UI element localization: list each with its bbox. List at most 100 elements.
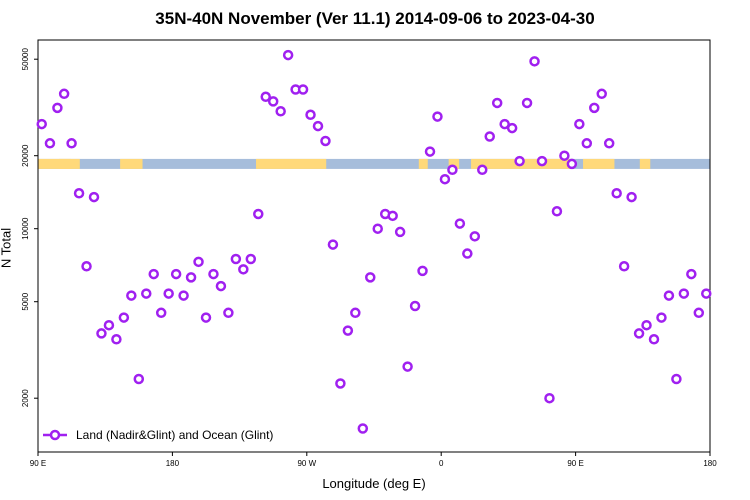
data-point [357,423,369,434]
plot-frame [37,39,711,453]
data-point [409,300,421,312]
y-tick-label: 20000 [21,144,30,167]
data-point [656,312,667,323]
y-tick-label: 2000 [21,389,30,407]
data-point [118,312,130,323]
data-point [148,268,159,280]
data-point [305,109,316,121]
data-point [267,96,279,107]
legend-marker-icon [43,429,67,441]
data-point [484,131,495,142]
data-point [603,138,615,149]
data-point [394,226,406,238]
data-point [521,97,533,109]
data-point [170,268,182,280]
data-point [566,158,578,170]
data-point [701,288,712,299]
chart-title: 35N-40N November (Ver 11.1) 2014-09-06 t… [155,9,595,28]
data-point [432,111,443,122]
data-point [536,155,548,167]
data-point [253,208,264,220]
data-point [81,261,92,272]
land-segment [583,158,615,169]
data-point [477,164,488,176]
data-point [559,150,570,161]
x-tick-label: 90 E [30,459,46,468]
data-point [73,188,85,199]
data-point [320,135,331,147]
data-point [185,272,197,283]
data-point [66,138,77,149]
data-point [155,307,167,319]
data-point [589,102,600,114]
data-point [103,319,115,331]
data-point [648,334,660,345]
data-point [514,155,525,167]
data-point [641,319,652,331]
y-tick-label: 5000 [21,292,30,310]
data-point [574,118,585,130]
data-point [491,97,503,109]
data-point [544,392,555,404]
data-point [342,325,354,336]
data-point [402,361,413,372]
data-point [208,268,219,280]
data-point [626,191,637,203]
data-point [178,290,189,301]
legend: Land (Nadir&Glint) and Ocean (Glint) [42,428,273,442]
data-point [163,288,174,299]
y-tick-label: 50000 [21,48,30,71]
data-point [424,146,436,157]
data-point [671,373,682,385]
data-point [551,206,563,217]
data-point [618,261,630,272]
y-tick-label: 10000 [21,217,30,240]
data-point [36,118,47,130]
data-point [506,122,518,134]
data-point [387,210,398,222]
data-point [111,334,122,345]
x-tick-label: 90 E [567,459,583,468]
data-point [469,231,481,242]
data-point [96,328,107,339]
y-axis-ticks: 2000 5000 10000 20000 50000 [21,48,38,407]
x-tick-label: 90 W [297,459,316,468]
data-point [663,290,675,301]
data-point [200,312,212,323]
x-tick-label: 180 [166,459,180,468]
land-segment [639,158,651,169]
data-point [133,373,145,385]
data-point [686,268,697,280]
data-point [245,253,257,265]
data-point [596,88,607,100]
data-point [499,118,510,130]
data-point [439,173,451,185]
data-point [350,307,361,319]
data-point [581,138,593,149]
data-point [462,248,473,259]
data-point [335,378,346,389]
data-point [260,91,271,103]
data-point [215,280,227,292]
land-segment [58,158,71,169]
data-point [88,191,100,203]
data-point [611,188,622,199]
data-point [282,49,294,61]
data-point [312,120,324,132]
data-point [454,218,466,229]
legend-label: Land (Nadir&Glint) and Ocean (Glint) [76,428,274,442]
data-point [223,307,234,319]
data-point [693,307,705,319]
land-segment [448,158,460,169]
land-segment [418,158,428,169]
x-axis-ticks: 90 E 180 90 W 0 90 E 180 [30,452,717,468]
data-point [447,164,458,176]
data-point [230,253,242,265]
data-point [372,223,383,234]
land-segment [120,158,143,169]
data-point [529,56,540,67]
data-point [275,106,286,117]
data-point [52,102,63,114]
x-tick-label: 0 [439,459,444,468]
